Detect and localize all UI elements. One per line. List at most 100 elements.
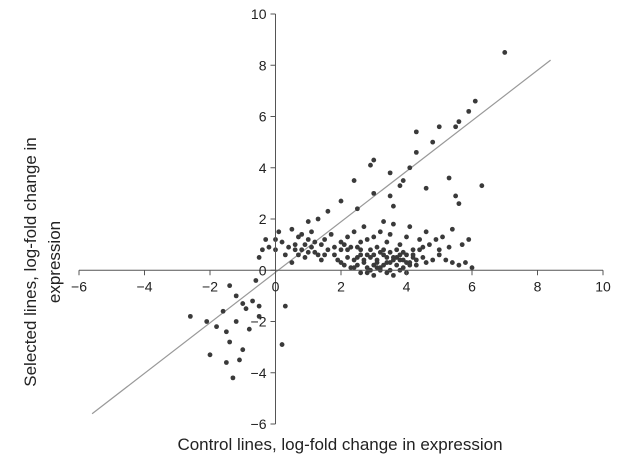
data-point (354, 255, 360, 260)
data-point (305, 237, 311, 242)
data-point (364, 270, 370, 276)
data-point (436, 124, 442, 130)
data-point (351, 265, 357, 271)
data-point (282, 303, 288, 309)
data-point (296, 252, 301, 258)
data-point (263, 237, 269, 242)
x-tick-label: −4 (137, 278, 153, 294)
data-point (227, 339, 233, 345)
data-point (345, 255, 350, 260)
data-point (371, 190, 377, 196)
data-point (436, 247, 442, 253)
data-point (322, 237, 328, 242)
points-layer (187, 50, 508, 381)
data-point (332, 252, 337, 258)
data-point (368, 255, 373, 260)
x-tick-label: 2 (337, 278, 345, 294)
data-point (413, 149, 419, 155)
data-point (309, 229, 314, 235)
data-point (312, 239, 318, 245)
data-point (292, 247, 298, 253)
y-axis-title-line2: expression (45, 221, 64, 303)
data-point (407, 165, 413, 171)
x-axis-title: Control lines, log-fold change in expres… (177, 435, 502, 454)
data-point (240, 347, 246, 353)
data-point (289, 226, 295, 232)
data-point (312, 249, 318, 255)
data-point (243, 306, 249, 312)
data-point (387, 260, 393, 265)
x-tick-label: 6 (468, 278, 476, 294)
data-point (433, 237, 439, 242)
data-point (256, 303, 262, 309)
data-point (423, 260, 429, 265)
y-axis-title-line1: Selected lines, log-fold change in (21, 137, 40, 387)
data-point (292, 242, 298, 248)
y-tick-label: −6 (251, 416, 267, 432)
x-tick-label: −6 (71, 278, 87, 294)
data-point (463, 260, 468, 265)
data-point (348, 244, 354, 250)
y-tick-label: −2 (251, 314, 267, 330)
data-point (302, 255, 308, 260)
data-point (410, 247, 416, 253)
data-point (338, 247, 344, 253)
data-point (449, 226, 455, 232)
data-point (207, 352, 213, 358)
data-point (446, 244, 452, 250)
data-point (479, 183, 485, 189)
data-point (338, 198, 344, 204)
y-tick-label: 0 (259, 262, 267, 278)
x-tick-label: 4 (403, 278, 411, 294)
data-point (371, 252, 377, 258)
data-point (394, 247, 400, 253)
data-point (256, 255, 262, 260)
y-tick-label: 8 (259, 57, 267, 73)
data-point (466, 237, 472, 242)
data-point (456, 201, 462, 207)
data-point (364, 265, 370, 271)
data-point (400, 265, 406, 271)
data-point (315, 252, 321, 258)
data-point (413, 262, 419, 268)
data-point (296, 234, 301, 240)
data-point (384, 255, 390, 260)
data-point (364, 252, 370, 258)
data-point (387, 170, 393, 176)
data-point (358, 247, 364, 253)
data-point (250, 298, 255, 304)
data-point (387, 231, 393, 237)
data-point (328, 231, 334, 237)
data-point (404, 234, 409, 240)
data-point (322, 252, 328, 258)
data-point (456, 262, 462, 268)
data-point (384, 270, 390, 276)
data-point (394, 255, 400, 260)
data-point (354, 244, 360, 250)
data-point (305, 249, 311, 255)
ticks: −6 −4 −2 0 2 4 6 8 10 −6 −4 −2 2 4 6 8 10 0 (71, 6, 611, 432)
y-tick-label: 6 (259, 109, 267, 125)
data-point (345, 234, 350, 240)
data-point (374, 265, 380, 271)
data-point (233, 293, 239, 299)
data-point (404, 260, 409, 265)
data-point (440, 234, 445, 240)
data-point (397, 252, 403, 258)
data-point (400, 178, 406, 183)
trend-layer (91, 59, 551, 415)
data-point (381, 252, 386, 258)
data-point (345, 247, 350, 253)
data-point (325, 247, 331, 253)
data-point (443, 257, 449, 263)
data-point (400, 257, 406, 263)
data-point (289, 260, 295, 265)
data-point (371, 234, 377, 240)
data-point (374, 260, 380, 265)
data-point (358, 239, 364, 245)
data-point (374, 244, 380, 250)
data-point (253, 278, 259, 283)
y-tick-label: 10 (251, 6, 267, 22)
data-point (361, 257, 367, 263)
